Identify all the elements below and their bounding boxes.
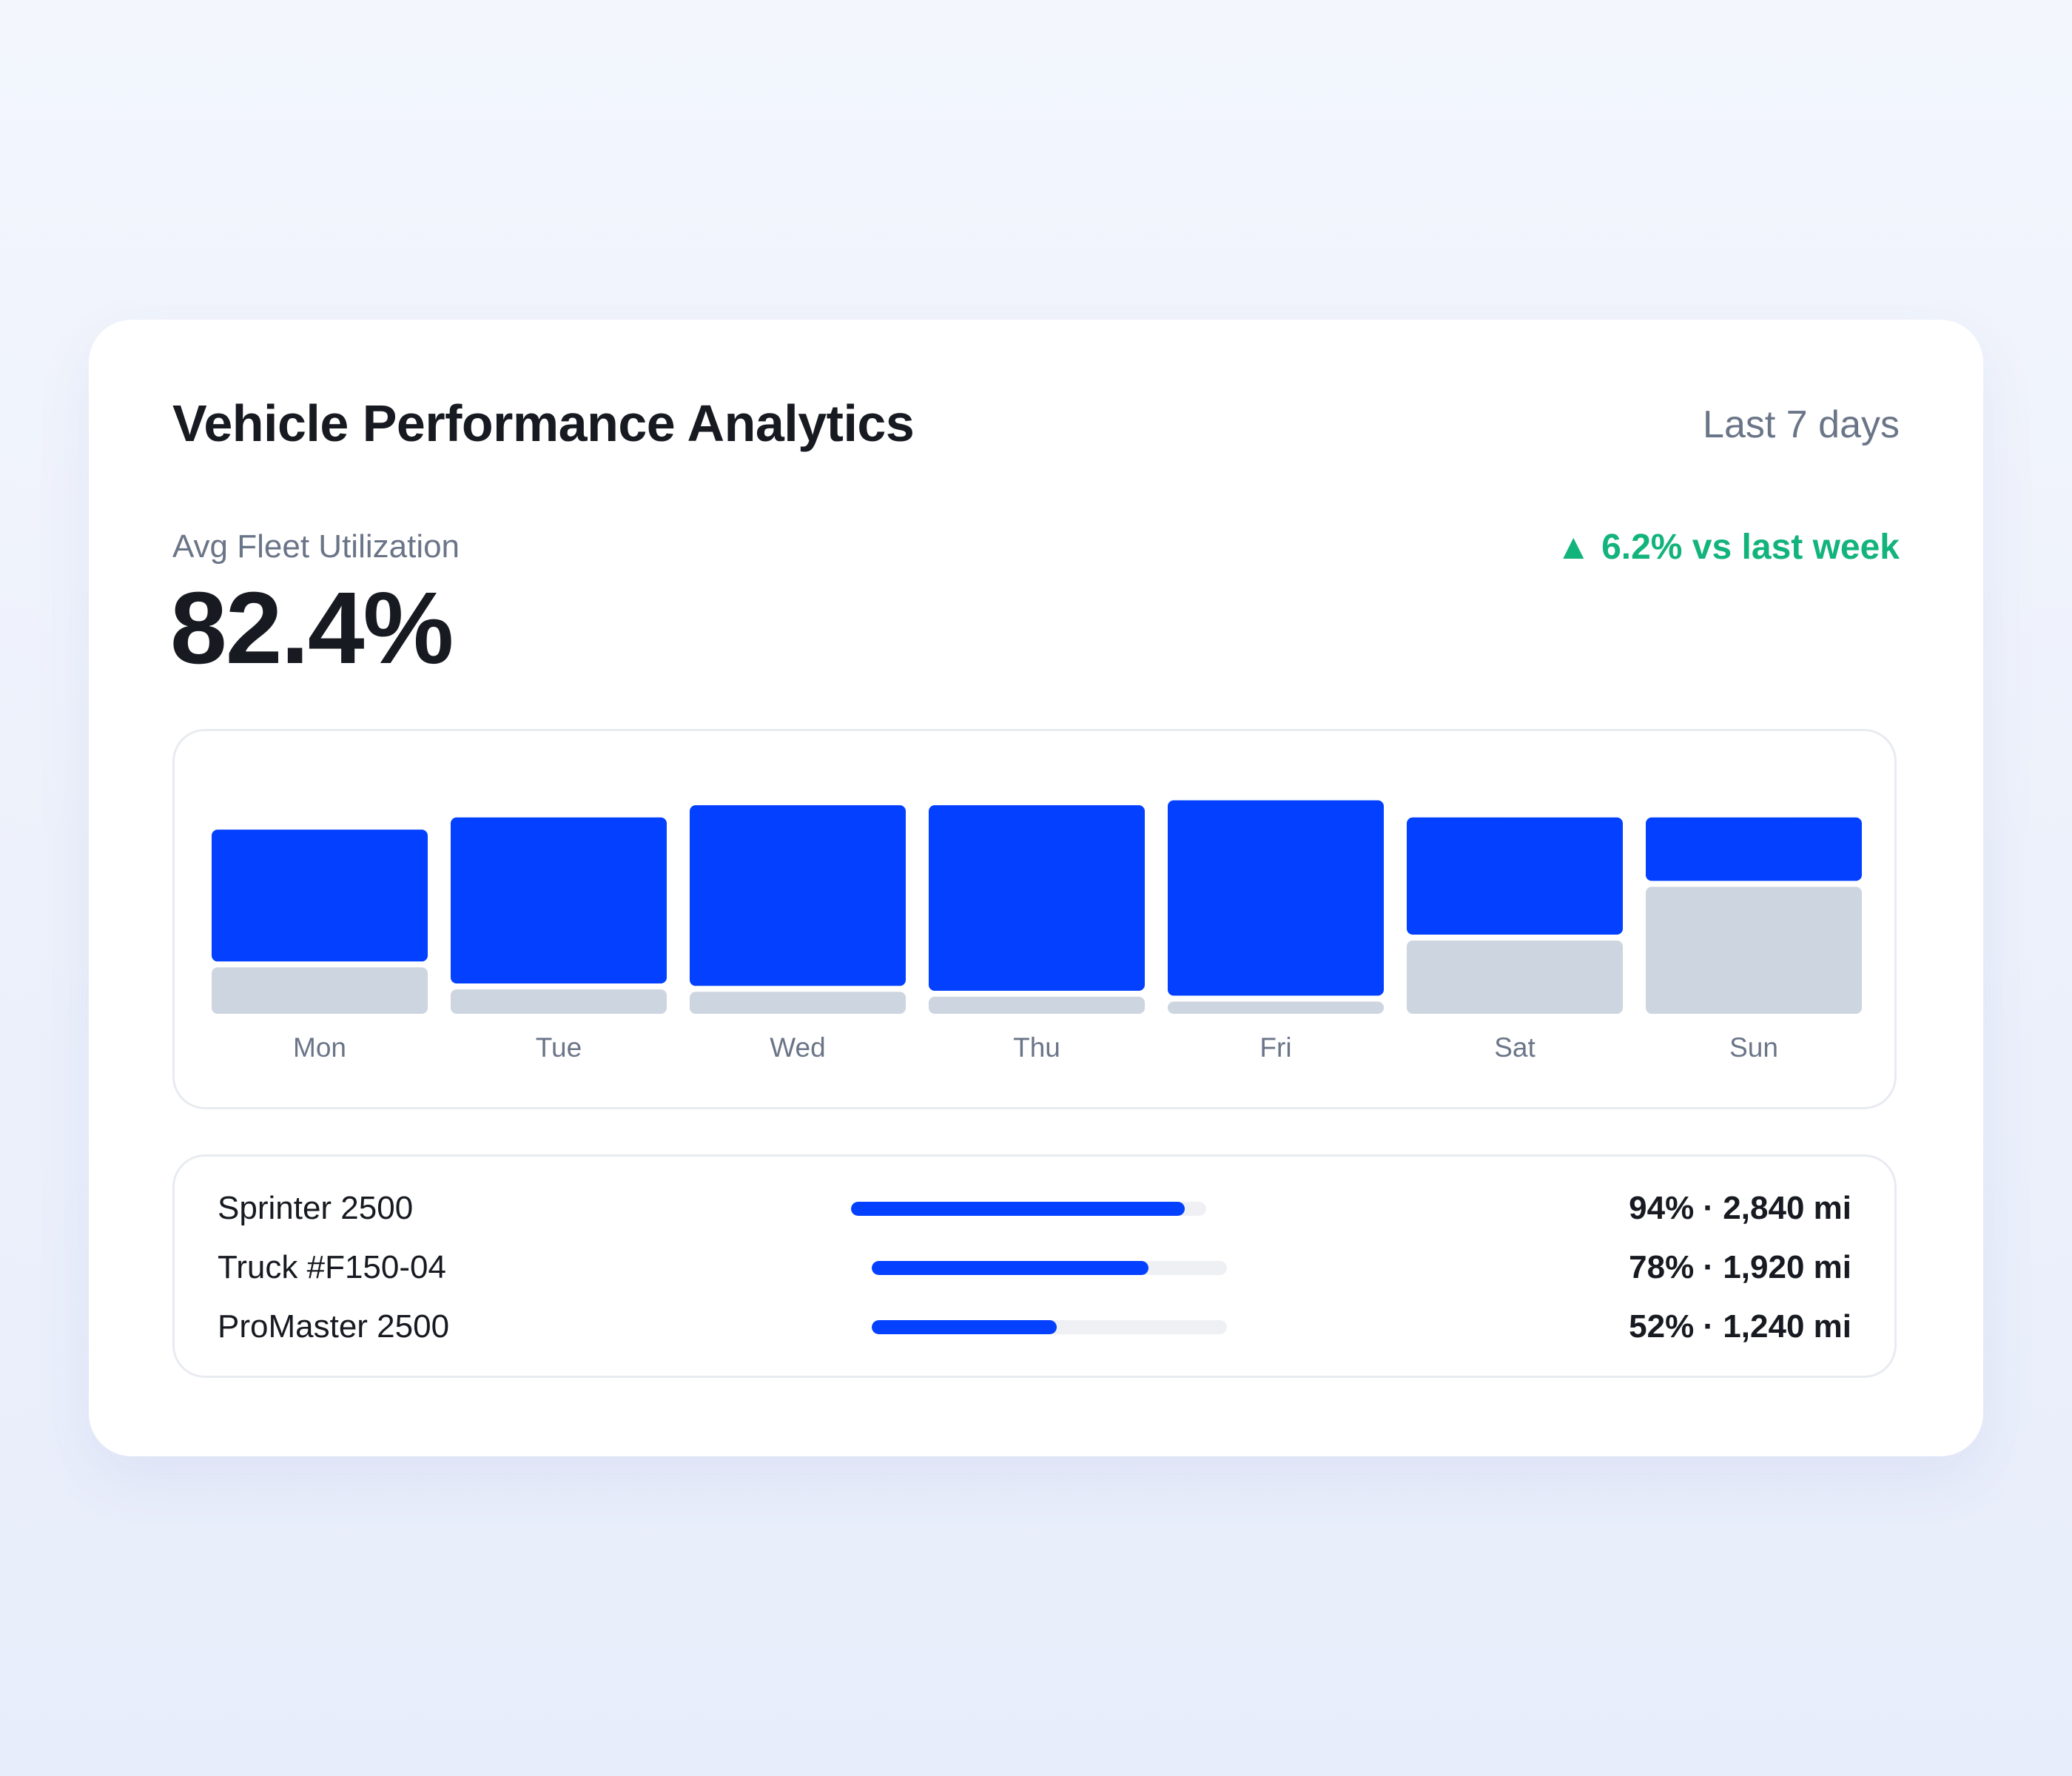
- vehicle-row[interactable]: ProMaster 2500 52% · 1,240 mi: [175, 1297, 1894, 1356]
- utilization-bar-fill: [872, 1261, 1149, 1275]
- bar-mon-segment-1[interactable]: [212, 830, 428, 962]
- vehicle-name: ProMaster 2500: [218, 1308, 450, 1345]
- page-title: Vehicle Performance Analytics: [172, 394, 915, 452]
- bar-tue-segment-1[interactable]: [451, 817, 667, 983]
- vehicle-list: Sprinter 2500 94% · 2,840 mi Truck #F150-0…: [172, 1154, 1897, 1378]
- utilization-bar-track: [851, 1202, 1206, 1216]
- vehicle-name: Truck #F150-04: [218, 1249, 446, 1285]
- kpi-value: 82.4%: [170, 571, 454, 685]
- trend-up-icon: ▲: [1555, 528, 1592, 567]
- bar-sun-segment-1[interactable]: [1646, 817, 1862, 881]
- x-tick-label-tue: Tue: [536, 1032, 582, 1063]
- utilization-bar-fill: [872, 1320, 1057, 1334]
- bar-wed-segment-2[interactable]: [690, 992, 906, 1014]
- kpi-delta: ▲ 6.2% vs last week: [1556, 527, 1900, 568]
- vehicle-name: Sprinter 2500: [218, 1190, 414, 1226]
- vehicle-row[interactable]: Sprinter 2500 94% · 2,840 mi: [175, 1179, 1894, 1238]
- bar-sun-segment-2[interactable]: [1646, 887, 1862, 1014]
- utilization-bar-fill: [851, 1202, 1185, 1216]
- bar-tue-segment-2[interactable]: [451, 989, 667, 1014]
- utilization-bar-track: [872, 1320, 1227, 1334]
- vehicle-stat: 52% · 1,240 mi: [1629, 1308, 1851, 1345]
- vehicle-stat: 78% · 1,920 mi: [1629, 1249, 1851, 1285]
- utilization-chart-svg: Mon Tue Wed Thu Fri Sat Sun: [212, 800, 1862, 1063]
- utilization-chart: Mon Tue Wed Thu Fri Sat Sun: [172, 729, 1897, 1109]
- vehicle-row[interactable]: Truck #F150-04 78% · 1,920 mi: [175, 1238, 1894, 1297]
- x-tick-label-sun: Sun: [1729, 1032, 1778, 1063]
- x-tick-label-mon: Mon: [293, 1032, 346, 1063]
- bar-fri-segment-2[interactable]: [1168, 1001, 1384, 1015]
- bar-mon-segment-2[interactable]: [212, 967, 428, 1014]
- x-tick-label-fri: Fri: [1259, 1032, 1291, 1063]
- bar-sat-segment-1[interactable]: [1407, 817, 1623, 935]
- utilization-bar-track: [872, 1261, 1227, 1275]
- bar-thu-segment-1[interactable]: [929, 805, 1145, 991]
- vehicle-stat: 94% · 2,840 mi: [1629, 1190, 1851, 1226]
- bar-sat-segment-2[interactable]: [1407, 941, 1623, 1014]
- period-selector[interactable]: Last 7 days: [1703, 403, 1900, 446]
- x-tick-label-sat: Sat: [1494, 1032, 1536, 1063]
- x-tick-label-thu: Thu: [1013, 1032, 1060, 1063]
- x-tick-label-wed: Wed: [770, 1032, 825, 1063]
- bar-thu-segment-2[interactable]: [929, 996, 1145, 1014]
- bar-fri-segment-1[interactable]: [1168, 800, 1384, 996]
- kpi-label: Avg Fleet Utilization: [172, 528, 460, 565]
- bar-wed-segment-1[interactable]: [690, 805, 906, 986]
- kpi-delta-text: 6.2% vs last week: [1601, 528, 1900, 567]
- analytics-card: Vehicle Performance Analytics Last 7 day…: [89, 320, 1983, 1456]
